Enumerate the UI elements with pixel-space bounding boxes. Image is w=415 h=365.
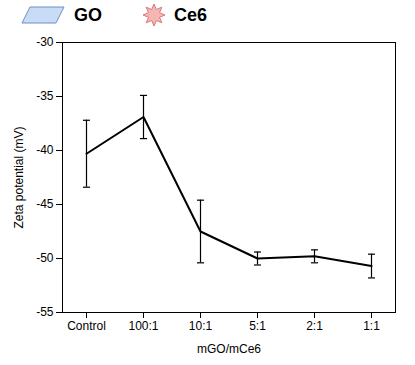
svg-text:Zeta potential (mV): Zeta potential (mV) [12,126,26,228]
svg-text:2:1: 2:1 [306,319,323,333]
svg-text:mGO/mCe6: mGO/mCe6 [197,342,261,356]
svg-text:-35: -35 [36,89,54,103]
svg-text:Control: Control [67,319,106,333]
svg-text:-45: -45 [36,197,54,211]
svg-text:5:1: 5:1 [249,319,266,333]
svg-text:100:1: 100:1 [128,319,158,333]
svg-text:-50: -50 [36,251,54,265]
svg-text:10:1: 10:1 [189,319,213,333]
svg-text:-55: -55 [36,305,54,319]
svg-text:1:1: 1:1 [363,319,380,333]
svg-text:-30: -30 [36,35,54,49]
svg-text:-40: -40 [36,143,54,157]
html-text:Ce6: Ce6 [174,4,207,25]
html-text:GO: GO [74,4,102,25]
